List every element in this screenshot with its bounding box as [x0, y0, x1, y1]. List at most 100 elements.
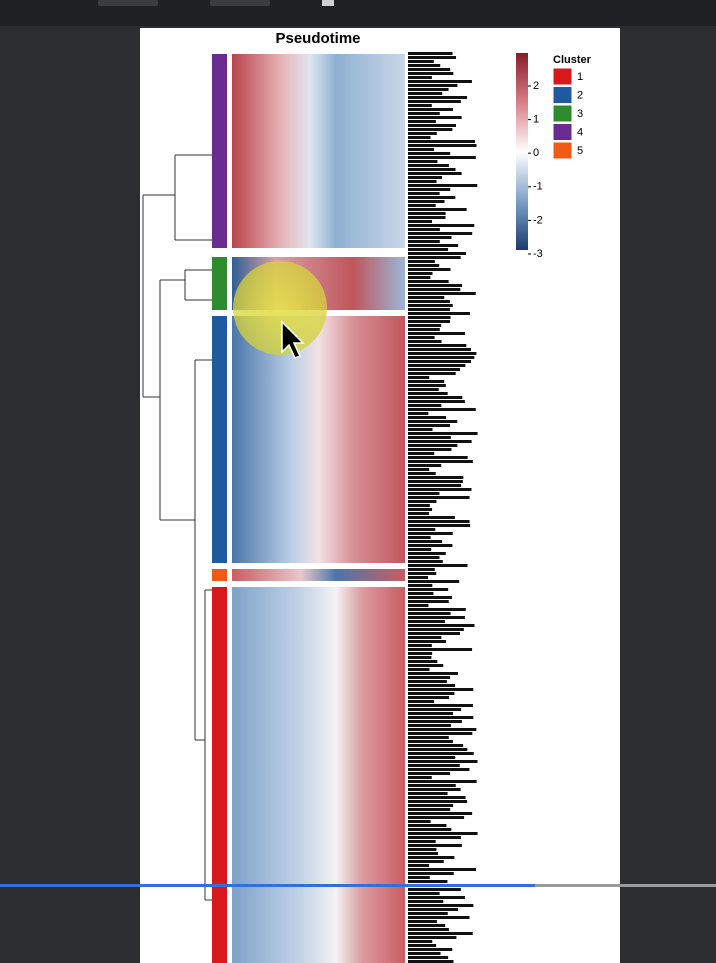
gene-label-scribble — [408, 460, 473, 463]
gene-label-scribble — [408, 732, 473, 735]
gene-label-scribble — [408, 944, 437, 947]
page-field[interactable] — [98, 0, 158, 6]
gene-label-scribble — [408, 756, 456, 759]
gene-label-scribble — [408, 804, 454, 807]
gene-label-scribble — [408, 448, 452, 451]
gene-label-scribble — [408, 180, 437, 183]
gene-label-scribble — [408, 332, 466, 335]
gene-label-scribble — [408, 452, 435, 455]
gene-label-scribble — [408, 388, 439, 391]
gene-label-scribble — [408, 216, 446, 219]
gene-label-scribble — [408, 852, 439, 855]
gene-label-scribble — [408, 632, 460, 635]
gene-label-scribble — [408, 728, 477, 731]
gene-label-scribble — [408, 824, 447, 827]
gene-label-scribble — [408, 840, 436, 843]
gene-label-scribble — [408, 344, 467, 347]
gene-label-scribble — [408, 352, 477, 355]
gene-label-scribble — [408, 228, 440, 231]
gene-label-scribble — [408, 932, 473, 935]
gene-label-scribble — [408, 484, 462, 487]
colorbar-tick-label: 2 — [533, 80, 539, 92]
gene-label-scribble — [408, 532, 453, 535]
gene-label-scribble — [408, 268, 451, 271]
gene-label-scribble — [408, 736, 449, 739]
gene-label-scribble — [408, 160, 438, 163]
gene-label-scribble — [408, 140, 475, 143]
cluster-bar — [212, 257, 227, 310]
gene-label-scribble — [408, 396, 463, 399]
gene-label-scribble — [408, 256, 461, 259]
gene-label-scribble — [408, 760, 478, 763]
gene-label-scribble — [408, 528, 436, 531]
gene-label-scribble — [408, 400, 465, 403]
gene-label-scribble — [408, 212, 446, 215]
gene-label-scribble — [408, 696, 450, 699]
legend-swatch — [552, 141, 573, 160]
gene-label-scribble — [408, 164, 449, 167]
legend-label: 2 — [577, 89, 583, 101]
gene-label-scribble — [408, 240, 440, 243]
gene-label-scribble — [408, 336, 435, 339]
colorbar-tick-label: 0 — [533, 147, 539, 159]
gene-label-scribble — [408, 552, 446, 555]
gene-label-scribble — [408, 828, 452, 831]
legend-title: Cluster — [553, 54, 592, 66]
gene-label-scribble — [408, 72, 454, 75]
gene-label-scribble — [408, 112, 440, 115]
gene-label-scribble — [408, 420, 458, 423]
legend-swatch — [552, 123, 573, 141]
gene-label-scribble — [408, 520, 470, 523]
gene-label-scribble — [408, 692, 455, 695]
gene-label-scribble — [408, 892, 440, 895]
gene-label-scribble — [408, 952, 441, 955]
gene-label-scribble — [408, 248, 449, 251]
progress-remaining[interactable] — [535, 884, 716, 887]
gene-label-scribble — [408, 912, 448, 915]
colorbar-tick-label: -3 — [533, 248, 543, 260]
gene-label-scribble — [408, 304, 453, 307]
gene-label-scribble — [408, 604, 429, 607]
gene-label-scribble — [408, 224, 475, 227]
progress-played[interactable] — [0, 884, 535, 887]
gene-label-scribble — [408, 84, 458, 87]
gene-label-scribble — [408, 868, 476, 871]
cluster-bar — [212, 569, 227, 581]
gene-label-scribble — [408, 764, 460, 767]
gene-label-scribble — [408, 936, 457, 939]
gene-label-scribble — [408, 896, 465, 899]
download-icon[interactable] — [322, 0, 334, 6]
gene-label-scribble — [408, 308, 450, 311]
gene-label-scribble — [408, 788, 461, 791]
gene-label-scribble — [408, 864, 430, 867]
gene-label-scribble — [408, 856, 455, 859]
cursor-highlight — [233, 261, 327, 355]
gene-label-scribble — [408, 836, 461, 839]
gene-label-scribble — [408, 848, 437, 851]
colorbar-tick-label: -2 — [533, 214, 543, 226]
gene-label-scribble — [408, 232, 473, 235]
gene-label-scribble — [408, 132, 437, 135]
gene-label-scribble — [408, 740, 453, 743]
gene-label-scribble — [408, 720, 462, 723]
heatmap-block — [232, 569, 405, 581]
gene-label-scribble — [408, 156, 476, 159]
gene-label-scribble — [408, 620, 445, 623]
gene-label-scribble — [408, 644, 432, 647]
gene-label-scribble — [408, 340, 442, 343]
gene-label-scribble — [408, 628, 464, 631]
gene-label-scribble — [408, 316, 451, 319]
gene-label-scribble — [408, 564, 468, 567]
gene-label-scribble — [408, 820, 431, 823]
gene-label-scribble — [408, 404, 442, 407]
gene-label-scribble — [408, 416, 446, 419]
gene-label-scribble — [408, 272, 433, 275]
gene-label-scribble — [408, 144, 477, 147]
zoom-field[interactable] — [210, 0, 270, 6]
gene-label-scribble — [408, 292, 476, 295]
gene-label-scribble — [408, 384, 446, 387]
heatmap-block — [232, 587, 405, 963]
gene-label-scribble — [408, 472, 436, 475]
gene-label-scribble — [408, 916, 470, 919]
